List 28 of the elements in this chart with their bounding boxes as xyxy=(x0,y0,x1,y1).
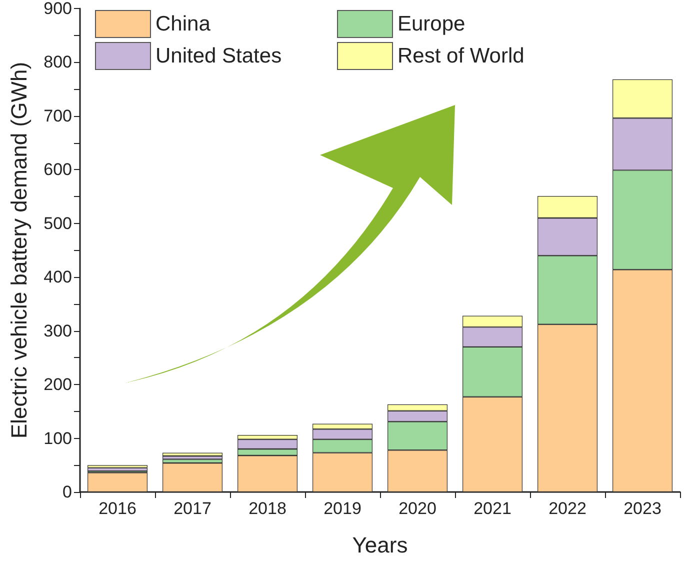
y-tick-label: 700 xyxy=(44,106,72,126)
y-tick-label: 400 xyxy=(44,268,72,287)
y-tick-label: 500 xyxy=(44,214,72,233)
y-tick-label: 800 xyxy=(44,52,72,72)
legend-label: Europe xyxy=(398,12,466,36)
x-tick-label: 2022 xyxy=(548,499,586,518)
legend-label: China xyxy=(156,12,211,36)
x-tick-label: 2018 xyxy=(248,499,286,518)
y-tick-label: 0 xyxy=(62,482,72,502)
x-tick-label: 2019 xyxy=(324,499,362,518)
bar xyxy=(162,452,222,456)
y-tick-label: 900 xyxy=(44,0,72,18)
x-tick-label: 2017 xyxy=(174,499,212,518)
y-tick-label: 200 xyxy=(44,375,72,394)
x-axis-title: Years xyxy=(352,532,408,558)
bar xyxy=(162,462,222,492)
y-axis-title: Electric vehicle battery demand (GWh) xyxy=(6,62,32,439)
legend-label: United States xyxy=(156,44,282,68)
legend-label: Rest of World xyxy=(398,44,524,68)
x-tick-label: 2016 xyxy=(98,499,136,518)
y-tick-label: 600 xyxy=(44,160,72,180)
bar xyxy=(88,465,148,468)
x-tick-label: 2023 xyxy=(624,499,662,518)
bar xyxy=(162,456,222,460)
y-tick-label: 100 xyxy=(44,428,72,448)
y-tick-label: 300 xyxy=(44,321,72,340)
x-tick-label: 2020 xyxy=(398,499,436,518)
x-tick-label: 2021 xyxy=(474,499,512,518)
